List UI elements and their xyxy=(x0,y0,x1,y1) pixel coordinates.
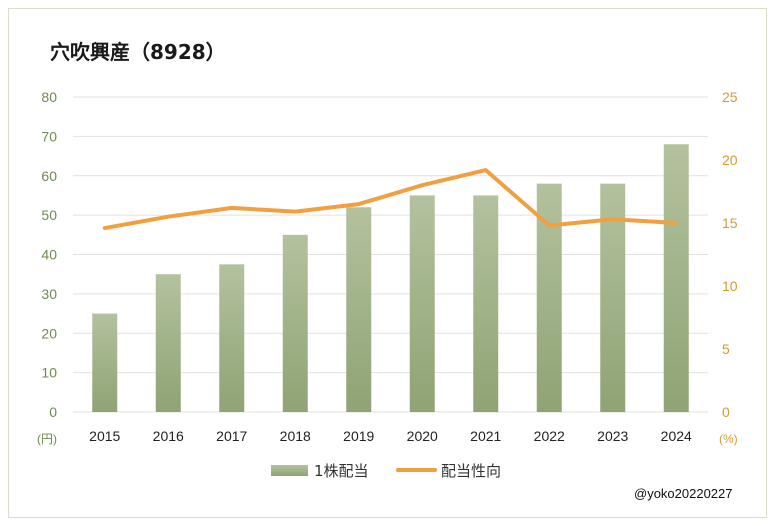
left-tick-label: 0 xyxy=(49,404,57,420)
x-tick-label: 2024 xyxy=(661,428,692,444)
left-axis: 0 10 20 30 40 50 60 70 80 xyxy=(41,89,57,420)
left-tick-label: 50 xyxy=(41,207,57,223)
bar-2015 xyxy=(92,313,118,412)
right-axis: 0 5 10 15 20 25 xyxy=(722,89,738,420)
bar-2021 xyxy=(473,195,499,412)
legend: 1株配当 配当性向 xyxy=(271,462,501,480)
credit-text: @yoko20220227 xyxy=(634,486,733,501)
x-tick-label: 2015 xyxy=(89,428,120,444)
bar-2016 xyxy=(155,274,181,412)
bar-series xyxy=(92,144,689,412)
bar-2019 xyxy=(346,207,372,412)
payout-ratio-line xyxy=(102,168,679,231)
bar-2018 xyxy=(282,234,308,412)
left-tick-label: 30 xyxy=(41,286,57,302)
left-tick-label: 70 xyxy=(41,128,57,144)
right-tick-label: 10 xyxy=(722,278,738,294)
left-tick-label: 40 xyxy=(41,247,57,263)
legend-line-label: 配当性向 xyxy=(441,462,501,480)
chart-frame xyxy=(8,8,767,518)
left-tick-label: 20 xyxy=(41,325,57,341)
bar-2020 xyxy=(409,195,435,412)
right-axis-unit: (%) xyxy=(719,432,738,446)
right-tick-label: 0 xyxy=(722,404,730,420)
x-tick-label: 2023 xyxy=(597,428,628,444)
left-tick-label: 80 xyxy=(41,89,57,105)
bar-2022 xyxy=(536,183,562,412)
right-tick-label: 15 xyxy=(722,215,738,231)
x-tick-label: 2021 xyxy=(470,428,501,444)
line-series xyxy=(102,168,679,231)
right-tick-label: 5 xyxy=(722,341,730,357)
right-tick-label: 20 xyxy=(722,152,738,168)
legend-bar-swatch xyxy=(271,465,308,476)
right-tick-label: 25 xyxy=(722,89,738,105)
x-tick-label: 2018 xyxy=(280,428,311,444)
left-tick-label: 60 xyxy=(41,168,57,184)
bar-2024 xyxy=(663,144,689,412)
chart-title: 穴吹興産（8928） xyxy=(50,40,226,64)
legend-bar-label: 1株配当 xyxy=(314,462,369,480)
bar-2017 xyxy=(219,264,245,412)
x-tick-label: 2020 xyxy=(407,428,438,444)
x-tick-label: 2017 xyxy=(216,428,247,444)
left-tick-label: 10 xyxy=(41,365,57,381)
left-axis-unit: (円) xyxy=(37,432,57,446)
x-tick-label: 2019 xyxy=(343,428,374,444)
x-axis: 2015 2016 2017 2018 2019 2020 2021 2022 2023 2024 xyxy=(89,428,692,444)
x-tick-label: 2022 xyxy=(534,428,565,444)
x-tick-label: 2016 xyxy=(153,428,184,444)
